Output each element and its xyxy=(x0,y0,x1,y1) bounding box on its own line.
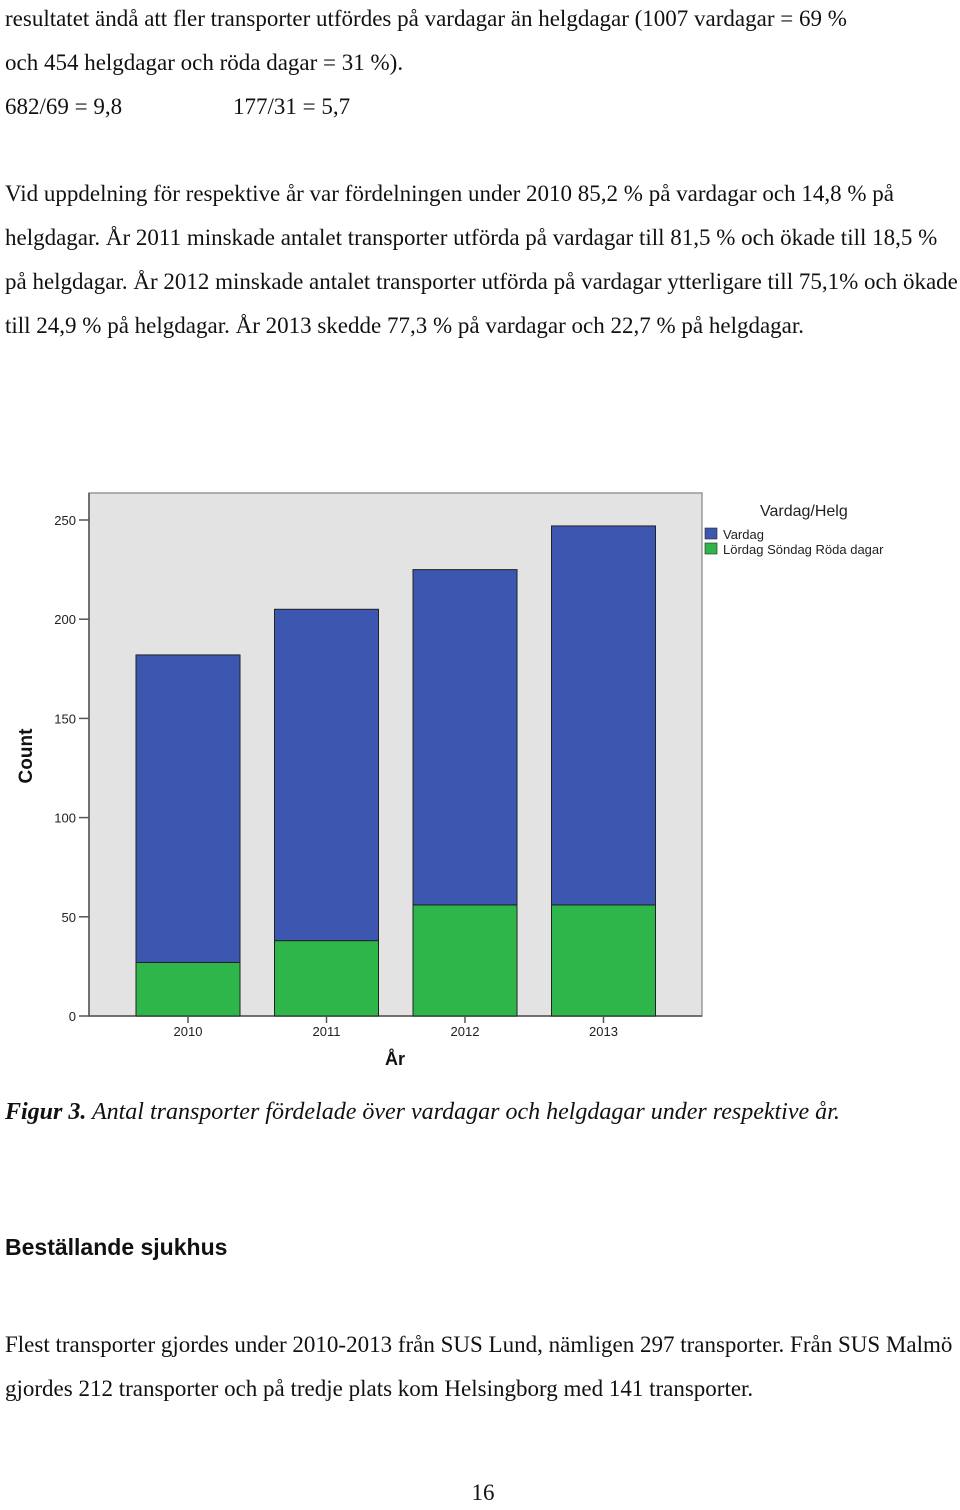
figure-label: Figur 3. xyxy=(5,1099,87,1125)
paragraph-yearly-distribution: Vid uppdelning för respektive år var för… xyxy=(5,181,958,338)
bar-2010-helg xyxy=(135,961,241,1017)
x-tick-label: 2011 xyxy=(313,1024,341,1039)
y-axis-label: Count xyxy=(16,728,37,784)
bar-2011-vardag xyxy=(274,608,379,942)
x-tick-label: 2012 xyxy=(451,1024,480,1039)
y-tick-label: 50 xyxy=(62,910,76,925)
figure-caption: Figur 3. Antal transporter fördelade öve… xyxy=(5,1099,840,1126)
x-axis-label: År xyxy=(385,1049,405,1069)
figure-caption-text: Antal transporter fördelade över vardaga… xyxy=(86,1099,840,1125)
page-number: 16 xyxy=(471,1480,495,1505)
section-heading: Beställande sjukhus xyxy=(5,1234,228,1260)
legend-label-vardag: Vardag xyxy=(723,527,764,542)
x-tick-label: 2013 xyxy=(589,1024,618,1039)
legend: Vardag/Helg Vardag Lördag Söndag Röda da… xyxy=(704,503,884,557)
x-tick-label: 2010 xyxy=(174,1024,203,1039)
bar-2012-vardag xyxy=(412,569,518,906)
bar-2011-helg xyxy=(274,940,379,1017)
y-tick-label: 0 xyxy=(69,1009,76,1024)
intro-line-2: och 454 helgdagar och röda dagar = 31 %)… xyxy=(5,50,404,75)
legend-swatch-vardag xyxy=(704,527,718,540)
bars xyxy=(135,525,656,1017)
y-tick-label: 250 xyxy=(54,513,76,528)
legend-title: Vardag/Helg xyxy=(760,503,848,520)
y-tick-label: 200 xyxy=(54,612,76,627)
legend-label-helg: Lördag Söndag Röda dagar xyxy=(723,542,884,557)
x-ticks: 2010 2011 2012 2013 xyxy=(174,1016,618,1039)
intro-line-1: resultatet ändå att fler transporter utf… xyxy=(5,6,847,31)
calc-b: 177/31 = 5,7 xyxy=(233,94,351,119)
legend-swatch-helg xyxy=(704,542,718,555)
paragraph-hospitals: Flest transporter gjordes under 2010-201… xyxy=(5,1332,953,1401)
y-tick-label: 100 xyxy=(54,811,76,826)
y-tick-label: 150 xyxy=(54,711,76,726)
bar-2013-vardag xyxy=(551,525,656,906)
bar-2013-helg xyxy=(551,904,656,1017)
calc-a: 682/69 = 9,8 xyxy=(5,94,123,119)
y-ticks: 0 50 100 150 200 250 xyxy=(54,513,89,1024)
bar-2010-vardag xyxy=(135,654,241,963)
stacked-bar-chart: 0 50 100 150 200 250 2010 2011 2012 2013 Count Å… xyxy=(16,492,884,1069)
bar-2012-helg xyxy=(412,904,518,1017)
